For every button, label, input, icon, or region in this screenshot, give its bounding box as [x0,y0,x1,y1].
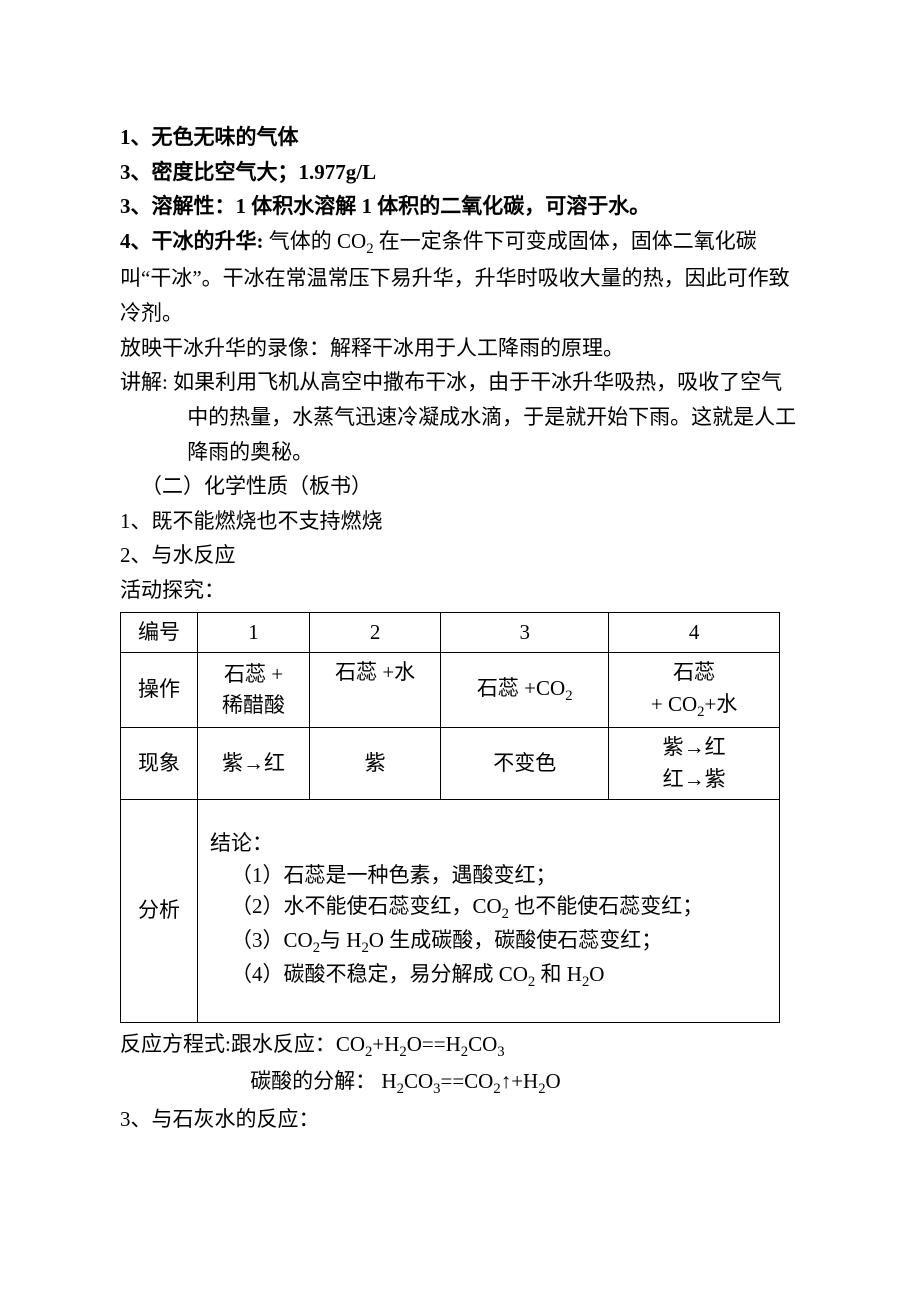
cell-op1: 石蕊 + 稀醋酸 [198,653,310,728]
op1-line1: 石蕊 + [224,662,283,686]
eq2-e: O [546,1069,561,1093]
subscript-2: 2 [313,940,320,956]
eq1-d: CO [468,1032,497,1056]
line-video: 放映干冰升华的录像：解释干冰用于人工降雨的原理。 [120,331,800,366]
conclusion-4: （4）碳酸不稳定，易分解成 CO2 和 H2O [210,959,767,993]
chem-1: 1、既不能燃烧也不支持燃烧 [120,504,800,539]
experiment-table: 编号 1 2 3 4 操作 石蕊 + 稀醋酸 石蕊 +水 石蕊 +CO2 石蕊 … [120,612,780,1023]
chem-3: 3、与石灰水的反应： [120,1102,800,1137]
equation-1: 反应方程式:跟水反应：CO2+H2O==H2CO3 [120,1027,800,1064]
eq2-d: ↑+H [501,1069,539,1093]
line-explain: 讲解: 如果利用飞机从高空中撒布干冰，由于干冰升华吸热，吸收了空气中的热量，水蒸… [120,365,800,469]
activity-label: 活动探究： [120,573,800,608]
op4-line2a: + CO [651,692,697,716]
cell-ph1: 紫→红 [198,728,310,800]
eq1-a: 反应方程式:跟水反应：CO [120,1032,365,1056]
cell-ph2: 紫 [310,728,441,800]
subscript-3: 3 [497,1044,504,1060]
c3b: 与 H [320,928,361,952]
c4a: （4）碳酸不稳定，易分解成 CO [231,962,528,986]
cell-h2: 2 [310,612,441,653]
cell-ph4: 紫→红 红→紫 [609,728,780,800]
subscript-2: 2 [461,1044,468,1060]
chem-2: 2、与水反应 [120,538,800,573]
property-3: 3、溶解性：1 体积水溶解 1 体积的二氧化碳，可溶于水。 [120,189,800,224]
property-4: 4、干冰的升华: 气体的 CO2 在一定条件下可变成固体，固体二氧化碳叫“干冰”… [120,224,800,331]
op4-line2b: +水 [705,692,738,716]
subscript-2: 2 [366,241,373,257]
subscript-2: 2 [397,1081,404,1097]
property-2: 3、密度比空气大；1.977g/L [120,155,800,190]
c4c: O [589,962,604,986]
cell-op3: 石蕊 +CO2 [441,653,609,728]
cell-ph3: 不变色 [441,728,609,800]
cell-conclusion: 结论： （1）石蕊是一种色素，遇酸变红； （2）水不能使石蕊变红，CO2 也不能… [198,800,780,1023]
ph4-line2: 红→紫 [663,767,726,791]
property-4-text-a: 气体的 CO [264,229,367,253]
eq1-c: O==H [407,1032,461,1056]
conclusion-1: （1）石蕊是一种色素，遇酸变红； [210,860,767,892]
conclusion-head: 结论： [210,828,767,860]
subscript-2: 2 [538,1081,545,1097]
c4b: 和 H [535,962,582,986]
c3a: （3）CO [231,928,313,952]
cell-h4: 4 [609,612,780,653]
cell-op2: 石蕊 +水 [310,653,441,728]
cell-ph-label: 现象 [121,728,198,800]
op4-line1: 石蕊 [673,660,715,684]
c2b: 也不能使石蕊变红； [509,894,703,918]
property-4-title: 4、干冰的升华: [120,229,264,253]
c3c: O 生成碳酸，碳酸使石蕊变红； [369,928,662,952]
op1-line2: 稀醋酸 [222,693,285,717]
conclusion-2: （2）水不能使石蕊变红，CO2 也不能使石蕊变红； [210,891,767,925]
cell-h3: 3 [441,612,609,653]
eq2-b: CO [404,1069,433,1093]
document-page: 1、无色无味的气体 3、密度比空气大；1.977g/L 3、溶解性：1 体积水溶… [0,0,920,1216]
eq2-c: ==CO [440,1069,493,1093]
cell-header-num: 编号 [121,612,198,653]
table-row: 分析 结论： （1）石蕊是一种色素，遇酸变红； （2）水不能使石蕊变红，CO2 … [121,800,780,1023]
table-row: 编号 1 2 3 4 [121,612,780,653]
cell-h1: 1 [198,612,310,653]
cell-op4: 石蕊 + CO2+水 [609,653,780,728]
eq1-b: +H [372,1032,399,1056]
c2a: （2）水不能使石蕊变红，CO [231,894,502,918]
property-1: 1、无色无味的气体 [120,120,800,155]
subscript-2: 2 [399,1044,406,1060]
table-row: 现象 紫→红 紫 不变色 紫→红 红→紫 [121,728,780,800]
subscript-2: 2 [502,906,509,922]
conclusion-3: （3）CO2与 H2O 生成碳酸，碳酸使石蕊变红； [210,925,767,959]
ph4-line1: 紫→红 [663,735,726,759]
cell-an-label: 分析 [121,800,198,1023]
subscript-2: 2 [697,704,704,720]
subscript-2: 2 [361,940,368,956]
eq2-a: 碳酸的分解： H [250,1069,396,1093]
table-row: 操作 石蕊 + 稀醋酸 石蕊 +水 石蕊 +CO2 石蕊 + CO2+水 [121,653,780,728]
cell-op-label: 操作 [121,653,198,728]
op3-text: 石蕊 +CO [477,676,565,700]
equation-2: 碳酸的分解： H2CO3==CO2↑+H2O [120,1064,800,1101]
subscript-2: 2 [565,688,572,704]
section-chemical: （二）化学性质（板书） [120,469,800,504]
subscript-2: 2 [493,1081,500,1097]
